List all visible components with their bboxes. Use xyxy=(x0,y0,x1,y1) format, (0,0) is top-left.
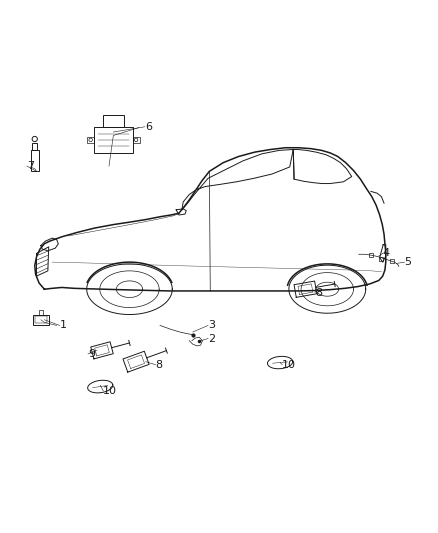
Text: 8: 8 xyxy=(315,288,322,298)
Text: 7: 7 xyxy=(27,161,34,171)
Text: 4: 4 xyxy=(383,248,390,259)
Bar xyxy=(87,138,94,142)
Text: 3: 3 xyxy=(208,320,215,330)
Text: 8: 8 xyxy=(155,360,163,370)
Text: 10: 10 xyxy=(103,386,117,396)
Bar xyxy=(103,115,124,127)
Text: 10: 10 xyxy=(283,360,297,370)
Text: 9: 9 xyxy=(88,349,95,359)
Bar xyxy=(94,127,133,152)
Bar xyxy=(31,150,39,171)
Text: 5: 5 xyxy=(405,257,412,267)
Bar xyxy=(32,142,37,150)
Bar xyxy=(32,314,49,325)
Text: 1: 1 xyxy=(60,320,67,330)
Text: 2: 2 xyxy=(208,334,215,344)
Bar xyxy=(39,310,42,314)
Bar xyxy=(133,138,140,142)
Bar xyxy=(35,316,47,323)
Text: 6: 6 xyxy=(145,122,152,132)
